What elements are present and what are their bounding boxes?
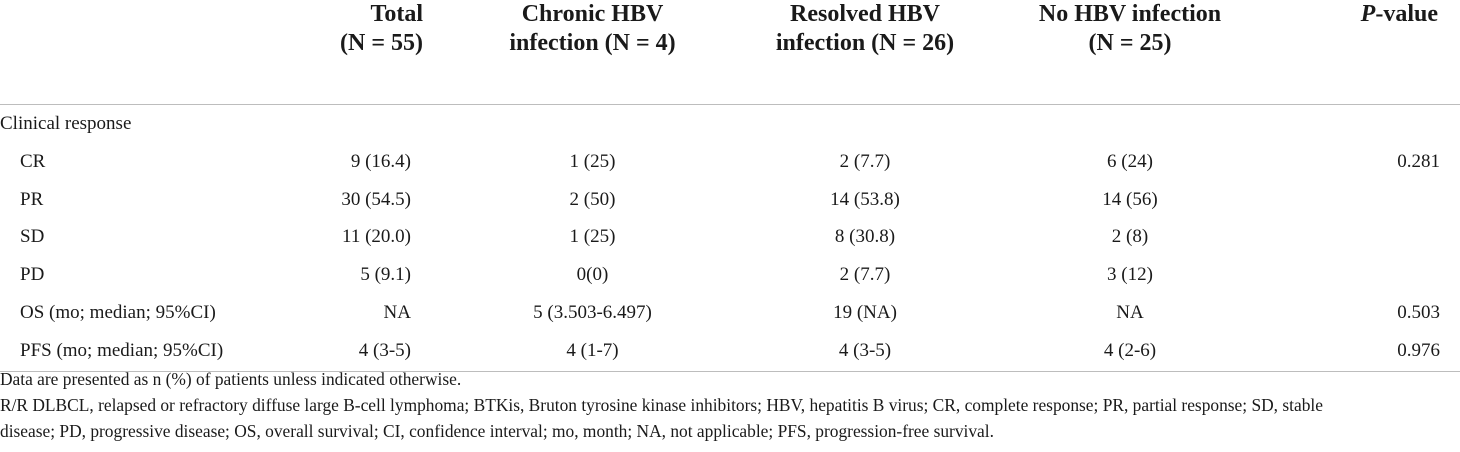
results-table: Total (N = 55) Chronic HBV infection (N …	[0, 0, 1460, 373]
footnote-data-presentation: Data are presented as n (%) of patients …	[0, 369, 462, 389]
cell-p-value	[1260, 256, 1460, 294]
table-row: PR 30 (54.5) 2 (50) 14 (53.8) 14 (56)	[0, 181, 1460, 219]
table-row: PFS (mo; median; 95%CI) 4 (3-5) 4 (1-7) …	[0, 331, 1460, 373]
header-resolved-hbv: Resolved HBV infection (N = 26)	[730, 0, 1000, 105]
header-chronic-line2: infection (N = 4)	[509, 30, 676, 56]
row-label: PFS (mo; median; 95%CI)	[0, 331, 290, 373]
cell-p-value: 0.976	[1260, 331, 1460, 373]
row-label: SD	[20, 226, 45, 248]
footnote-abbreviations-line1: R/R DLBCL, relapsed or refractory diffus…	[0, 395, 1323, 415]
cell-chronic: 0(0)	[576, 263, 609, 285]
cell-total: 30 (54.5)	[341, 188, 411, 210]
header-p-italic: P	[1360, 1, 1376, 27]
section-row: Clinical response	[0, 105, 1460, 144]
cell-p-value	[1260, 218, 1460, 256]
cell-chronic: 1 (25)	[569, 150, 616, 172]
cell-resolved: 8 (30.8)	[834, 226, 896, 248]
cell-resolved: 4 (3-5)	[730, 331, 1000, 373]
cell-total: 11 (20.0)	[342, 226, 411, 248]
footnote-abbreviations-line2: disease; PD, progressive disease; OS, ov…	[0, 421, 994, 441]
header-total-line1: Total	[370, 1, 423, 27]
header-empty	[0, 0, 290, 105]
table-footnotes: Data are presented as n (%) of patients …	[0, 366, 1460, 444]
cell-resolved: 19 (NA)	[833, 301, 897, 323]
cell-chronic: 1 (25)	[569, 226, 616, 248]
header-row: Total (N = 55) Chronic HBV infection (N …	[0, 0, 1460, 105]
header-chronic-hbv: Chronic HBV infection (N = 4)	[455, 0, 730, 105]
header-p-rest: -value	[1375, 1, 1438, 27]
cell-no-hbv: 14 (56)	[1102, 188, 1158, 210]
cell-no-hbv: 4 (2-6)	[1000, 331, 1260, 373]
cell-p-value	[1260, 181, 1460, 219]
table-row: PD 5 (9.1) 0(0) 2 (7.7) 3 (12)	[0, 256, 1460, 294]
cell-chronic: 5 (3.503-6.497)	[533, 301, 652, 323]
cell-resolved: 2 (7.7)	[839, 150, 891, 172]
row-label: PR	[20, 188, 44, 210]
header-nohbv-line1: No HBV infection	[1038, 1, 1222, 27]
header-nohbv-line2: (N = 25)	[1088, 30, 1172, 56]
header-p-value: P-value	[1260, 0, 1460, 105]
cell-no-hbv: 6 (24)	[1107, 150, 1153, 172]
cell-total: 5 (9.1)	[360, 263, 411, 285]
table-body: Clinical response CR 9 (16.4) 1 (25) 2 (…	[0, 105, 1460, 373]
cell-total: 9 (16.4)	[350, 150, 411, 172]
header-resolved-line2: infection (N = 26)	[775, 30, 955, 56]
header-total: Total (N = 55)	[290, 0, 455, 105]
table-row: OS (mo; median; 95%CI) NA 5 (3.503-6.497…	[0, 294, 1460, 332]
cell-p-value: 0.281	[1397, 150, 1440, 172]
cell-chronic: 2 (50)	[569, 188, 616, 210]
header-total-line2: (N = 55)	[340, 30, 423, 56]
cell-p-value: 0.503	[1397, 301, 1440, 323]
row-label: PD	[20, 263, 45, 285]
cell-chronic: 4 (1-7)	[455, 331, 730, 373]
table-row: SD 11 (20.0) 1 (25) 8 (30.8) 2 (8)	[0, 218, 1460, 256]
header-no-hbv: No HBV infection (N = 25)	[1000, 0, 1260, 105]
header-chronic-line1: Chronic HBV	[521, 1, 664, 27]
cell-no-hbv: 2 (8)	[1111, 226, 1149, 248]
header-resolved-line1: Resolved HBV	[790, 1, 940, 27]
row-label: CR	[20, 150, 46, 172]
cell-no-hbv: 3 (12)	[1107, 263, 1153, 285]
cell-total: NA	[383, 301, 411, 323]
table-header: Total (N = 55) Chronic HBV infection (N …	[0, 0, 1460, 105]
section-label: Clinical response	[0, 113, 132, 134]
cell-resolved: 14 (53.8)	[830, 188, 900, 210]
cell-resolved: 2 (7.7)	[839, 263, 891, 285]
row-label: OS (mo; median; 95%CI)	[20, 301, 216, 323]
table-row: CR 9 (16.4) 1 (25) 2 (7.7) 6 (24) 0.281	[0, 143, 1460, 181]
cell-no-hbv: NA	[1116, 301, 1144, 323]
cell-total: 4 (3-5)	[290, 331, 455, 373]
